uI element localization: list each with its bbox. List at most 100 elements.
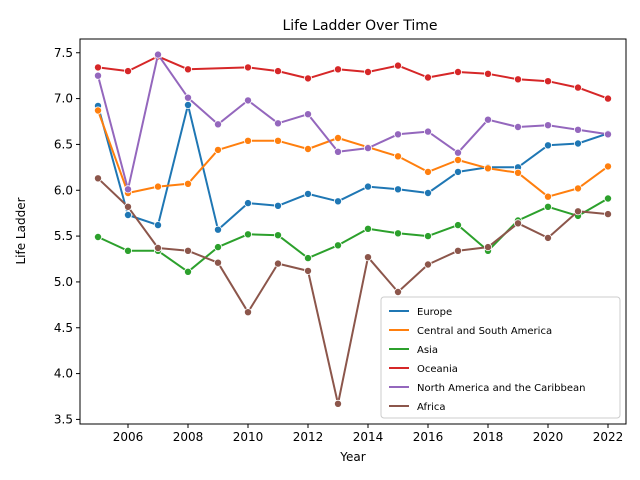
data-point <box>574 207 583 216</box>
data-point <box>453 148 462 157</box>
data-point <box>393 287 402 296</box>
data-point <box>604 94 613 103</box>
data-point <box>273 119 282 128</box>
data-point <box>423 73 432 82</box>
data-point <box>544 141 553 150</box>
data-point <box>303 266 312 275</box>
data-point <box>574 184 583 193</box>
x-tick-label: 2014 <box>353 430 384 444</box>
y-tick-label: 4.5 <box>54 321 73 335</box>
x-tick-label: 2020 <box>533 430 564 444</box>
data-point <box>243 230 252 239</box>
data-point <box>514 75 523 84</box>
data-point <box>153 50 162 59</box>
data-point <box>243 136 252 145</box>
y-tick-label: 6.5 <box>54 137 73 151</box>
y-tick-label: 5.5 <box>54 229 73 243</box>
data-point <box>453 246 462 255</box>
series-line <box>97 197 609 273</box>
legend-label: Africa <box>417 402 446 413</box>
data-point <box>94 63 103 72</box>
chart-title: Life Ladder Over Time <box>282 18 437 34</box>
data-point <box>124 202 133 211</box>
data-point <box>514 123 523 132</box>
legend-entry: Europe <box>389 307 452 318</box>
y-tick-label: 4.0 <box>54 367 73 381</box>
data-point <box>333 241 342 250</box>
data-point <box>363 182 372 191</box>
legend-label: Europe <box>417 307 452 318</box>
x-axis-label: Year <box>339 450 365 464</box>
data-point <box>453 68 462 77</box>
data-point <box>453 221 462 230</box>
data-point <box>393 229 402 238</box>
x-tick-label: 2022 <box>593 430 624 444</box>
series-2 <box>94 194 613 276</box>
series-1 <box>94 106 613 201</box>
legend-entry: North America and the Caribbean <box>389 383 585 394</box>
legend-entry: Africa <box>389 402 446 413</box>
data-point <box>333 197 342 206</box>
data-point <box>243 96 252 105</box>
data-point <box>94 232 103 241</box>
data-point <box>423 127 432 136</box>
legend-label: Oceania <box>417 364 458 375</box>
data-point <box>333 133 342 142</box>
x-tick-label: 2006 <box>113 430 144 444</box>
data-point <box>393 152 402 161</box>
y-tick-label: 5.0 <box>54 275 73 289</box>
data-point <box>363 224 372 233</box>
data-point <box>213 120 222 129</box>
data-point <box>423 188 432 197</box>
data-point <box>333 65 342 74</box>
data-point <box>243 63 252 72</box>
data-point <box>273 231 282 240</box>
y-tick-label: 7.0 <box>54 92 73 106</box>
data-point <box>183 267 192 276</box>
series-line <box>97 53 609 191</box>
data-point <box>153 243 162 252</box>
x-tick-label: 2010 <box>233 430 264 444</box>
series-3 <box>94 52 613 103</box>
data-point <box>124 185 133 194</box>
data-point <box>183 179 192 188</box>
data-point <box>363 68 372 77</box>
legend-entry: Oceania <box>389 364 458 375</box>
data-point <box>514 219 523 228</box>
data-point <box>423 167 432 176</box>
x-tick-label: 2018 <box>473 430 504 444</box>
data-point <box>183 65 192 74</box>
legend-label: Central and South America <box>417 326 552 337</box>
data-point <box>303 74 312 83</box>
data-point <box>544 77 553 86</box>
legend: Europe Central and South America Asia Ocean… <box>380 296 621 419</box>
data-point <box>604 130 613 139</box>
data-point <box>273 259 282 268</box>
data-point <box>544 202 553 211</box>
data-point <box>393 61 402 70</box>
y-axis-label: Life Ladder <box>14 197 28 264</box>
data-point <box>333 399 342 408</box>
series-line <box>97 110 609 198</box>
data-point <box>544 192 553 201</box>
data-point <box>94 174 103 183</box>
data-point <box>183 246 192 255</box>
data-point <box>393 185 402 194</box>
plot-area <box>94 50 613 408</box>
series-5 <box>94 174 613 408</box>
data-point <box>303 189 312 198</box>
plot-frame <box>79 38 627 425</box>
data-point <box>453 155 462 164</box>
data-point <box>183 93 192 102</box>
data-point <box>94 71 103 80</box>
x-tick-label: 2016 <box>413 430 444 444</box>
data-point <box>483 69 492 78</box>
data-point <box>273 136 282 145</box>
data-point <box>544 121 553 130</box>
legend-label: North America and the Caribbean <box>417 383 585 394</box>
data-point <box>483 115 492 124</box>
data-point <box>574 83 583 92</box>
data-point <box>213 145 222 154</box>
data-point <box>544 233 553 242</box>
data-point <box>273 67 282 76</box>
